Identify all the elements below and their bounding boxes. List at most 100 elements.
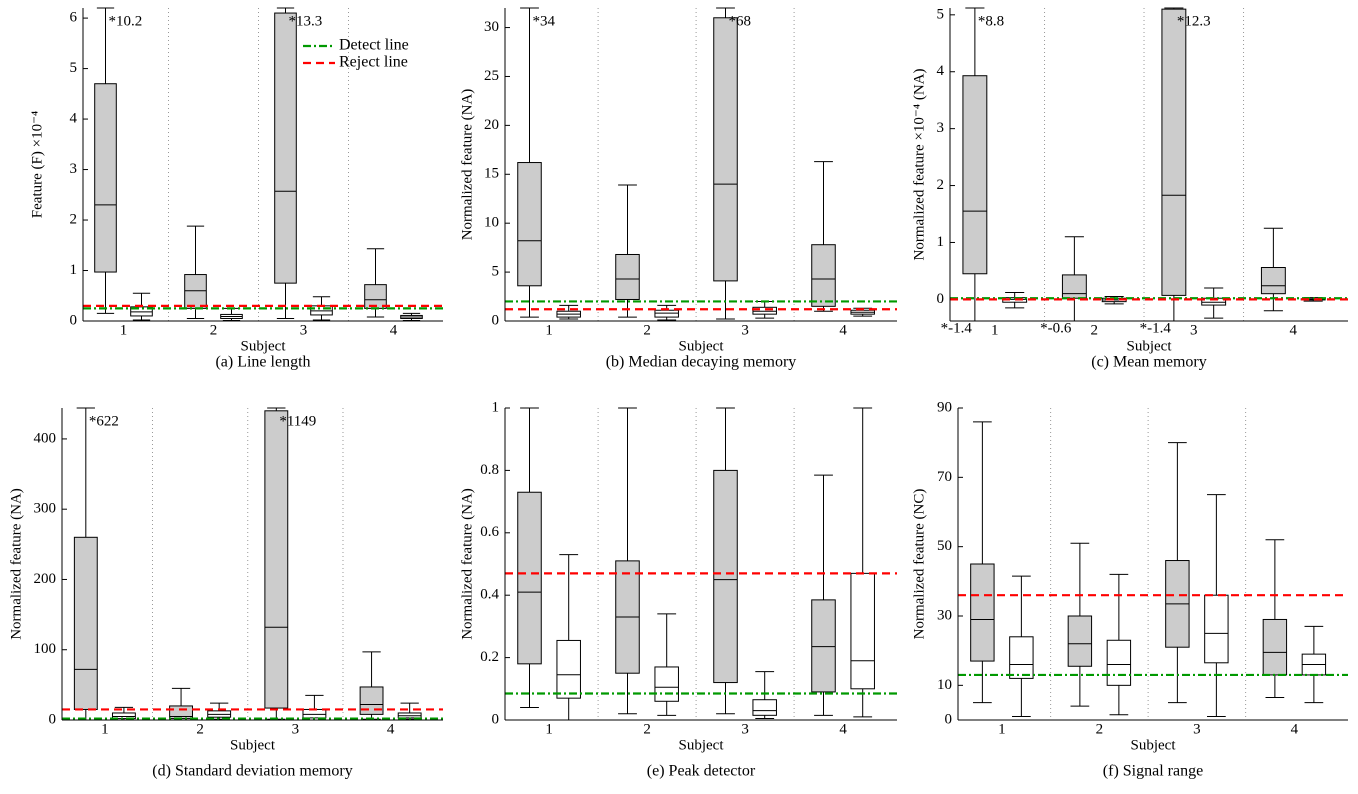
- x-tick-label: 2: [1091, 322, 1099, 338]
- whisker-high: [814, 161, 833, 245]
- x-tick-label: 3: [1193, 721, 1201, 737]
- whisker-low: [1012, 678, 1031, 718]
- box: [1067, 615, 1093, 667]
- whisker-low: [520, 285, 539, 318]
- whisker-low: [1263, 293, 1283, 312]
- panel-caption: (c) Mean memory: [1091, 354, 1207, 371]
- x-tick-label: 3: [292, 721, 300, 737]
- y-tick-label: 0: [492, 312, 500, 328]
- whisker-high: [186, 225, 205, 275]
- y-axis-label: Normalized feature (NA): [8, 488, 24, 640]
- y-tick-label: 3: [70, 161, 78, 177]
- y-tick-label: 25: [484, 68, 499, 84]
- x-tick-label: 2: [643, 721, 651, 737]
- y-tick-label: 4: [70, 111, 78, 127]
- panel-caption: (f) Signal range: [1103, 763, 1203, 780]
- whisker-high: [305, 694, 324, 710]
- whisker-low: [755, 314, 775, 319]
- x-tick-label: 4: [1290, 322, 1298, 338]
- whisker-high: [1005, 292, 1025, 298]
- whisker-high: [1012, 575, 1031, 637]
- box: [811, 599, 836, 693]
- box: [1009, 636, 1034, 679]
- y-tick-label: 50: [937, 538, 952, 554]
- whisker-low: [186, 308, 205, 319]
- y-axis-label: Normalized feature (NA): [459, 488, 475, 640]
- panel-caption: (a) Line length: [215, 354, 310, 371]
- x-tick-label: 3: [741, 721, 749, 737]
- whisker-low: [96, 272, 115, 314]
- outlier-label: *12.3: [1177, 13, 1211, 29]
- y-tick-label: 5: [70, 60, 78, 76]
- whisker-high: [312, 296, 331, 306]
- y-tick-label: 0: [945, 711, 953, 727]
- whisker-low: [1304, 674, 1324, 704]
- whisker-low: [132, 315, 151, 321]
- x-tick-label: 1: [991, 322, 999, 338]
- box: [1106, 639, 1132, 686]
- whisker-high: [716, 407, 735, 471]
- y-tick-label: 3: [937, 120, 945, 136]
- box: [94, 83, 117, 273]
- whisker-high: [76, 407, 95, 538]
- box: [302, 708, 327, 719]
- whisker-low: [814, 691, 833, 716]
- box: [517, 162, 542, 287]
- whisker-high: [618, 184, 637, 255]
- whisker-high: [965, 7, 985, 76]
- outlier-label: *-1.4: [941, 320, 973, 336]
- x-tick-label: 2: [1096, 721, 1104, 737]
- x-axis-label: Subject: [241, 338, 287, 354]
- box: [1061, 274, 1087, 299]
- y-tick-label: 5: [492, 264, 500, 280]
- outlier-label: *68: [729, 13, 752, 29]
- y-tick-label: 1: [70, 262, 78, 278]
- y-tick-label: 6: [70, 10, 78, 26]
- whisker-high: [559, 554, 579, 641]
- whisker-high: [366, 248, 385, 285]
- whisker-high: [96, 7, 115, 84]
- whisker-high: [362, 651, 381, 687]
- box: [111, 712, 136, 720]
- y-tick-label: 1: [492, 399, 500, 415]
- outlier-label: *-1.4: [1140, 320, 1172, 336]
- y-axis-label: Feature (F) ×10⁻⁴: [29, 111, 45, 218]
- x-axis-label: Subject: [1127, 338, 1173, 354]
- x-tick-label: 4: [390, 322, 398, 338]
- whisker-low: [312, 314, 331, 321]
- y-tick-label: 30: [937, 607, 952, 623]
- box: [1161, 8, 1187, 296]
- whisker-low: [716, 682, 735, 715]
- whisker-low: [716, 280, 735, 320]
- box: [517, 491, 542, 665]
- x-axis-label: Subject: [679, 338, 725, 354]
- y-tick-label: 100: [34, 641, 57, 657]
- outlier-label: *1149: [279, 413, 316, 429]
- whisker-high: [618, 407, 637, 561]
- x-tick-label: 2: [196, 721, 204, 737]
- whisker-low: [618, 673, 637, 715]
- y-tick-label: 0.6: [480, 524, 499, 540]
- whisker-low: [1064, 298, 1084, 322]
- y-tick-label: 300: [34, 501, 57, 517]
- y-tick-label: 0: [49, 711, 57, 727]
- whisker-high: [1304, 625, 1324, 655]
- outlier-label: *622: [89, 413, 119, 429]
- whisker-low: [1005, 302, 1025, 309]
- whisker-high: [171, 687, 191, 706]
- box: [1262, 618, 1288, 676]
- outlier-label: *10.2: [109, 13, 143, 29]
- whisker-low: [1207, 662, 1226, 718]
- whisker-low: [276, 283, 295, 319]
- x-tick-label: 3: [300, 322, 308, 338]
- whisker-high: [716, 7, 735, 18]
- whisker-high: [559, 304, 579, 312]
- x-tick-label: 1: [101, 721, 109, 737]
- whisker-low: [520, 663, 539, 709]
- box: [264, 410, 289, 709]
- whisker-high: [657, 613, 677, 667]
- panel-caption: (d) Standard deviation memory: [152, 763, 352, 780]
- y-tick-label: 20: [484, 117, 499, 133]
- whisker-low: [1070, 666, 1090, 707]
